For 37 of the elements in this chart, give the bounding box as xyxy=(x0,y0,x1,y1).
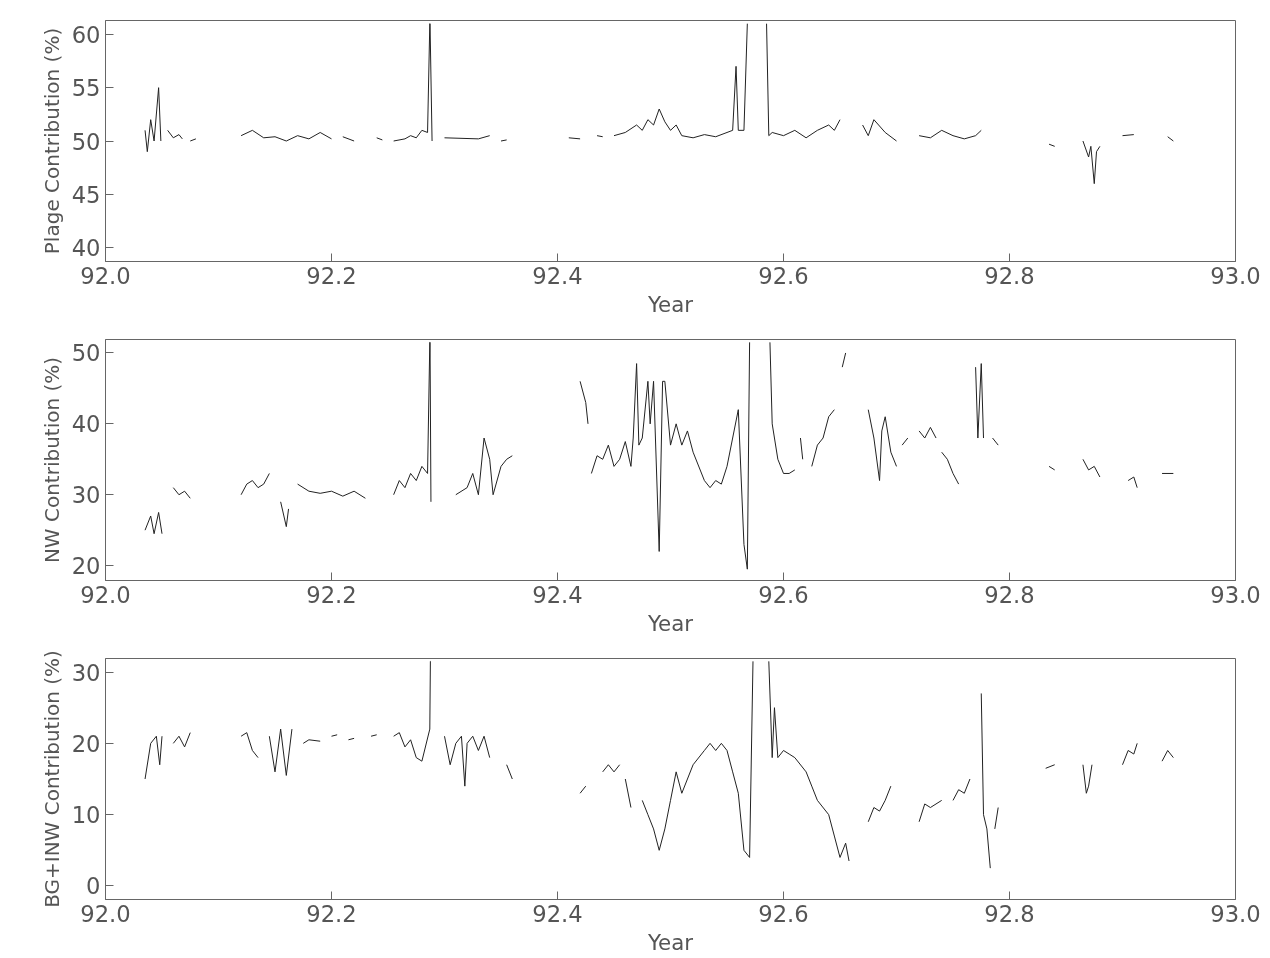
y-tick-label: 10 xyxy=(71,802,101,829)
x-tick-label: 92.6 xyxy=(758,900,809,927)
y-tick-label: 50 xyxy=(71,340,101,367)
y-tick-label: 45 xyxy=(71,181,101,208)
x-tick-label: 92.2 xyxy=(306,581,357,608)
x-tick-label: 92.8 xyxy=(984,581,1035,608)
y-tick-label: 40 xyxy=(71,235,101,262)
x-tick-label: 92.4 xyxy=(532,581,583,608)
x-tick-label: 92.0 xyxy=(80,262,131,289)
x-tick-label: 92.2 xyxy=(306,262,357,289)
x-axis-title: Year xyxy=(646,929,694,955)
y-tick-label: 30 xyxy=(71,659,101,686)
x-tick-label: 92.0 xyxy=(80,581,131,608)
x-tick-label: 93.0 xyxy=(1210,262,1261,289)
y-axis-title: BG+INW Contribution (%) xyxy=(39,650,64,908)
y-axis-title: NW Contribution (%) xyxy=(39,356,64,564)
x-tick-label: 92.4 xyxy=(532,900,583,927)
x-tick-label: 92.6 xyxy=(758,581,809,608)
y-tick-label: 50 xyxy=(71,128,101,155)
x-tick-label: 93.0 xyxy=(1210,900,1261,927)
y-tick-label: 30 xyxy=(71,482,101,509)
y-tick-label: 0 xyxy=(86,873,101,900)
x-tick-label: 92.8 xyxy=(984,900,1035,927)
x-tick-label: 92.6 xyxy=(758,262,809,289)
x-tick-label: 93.0 xyxy=(1210,581,1261,608)
y-tick-label: 40 xyxy=(71,411,101,438)
y-tick-label: 55 xyxy=(71,75,101,102)
y-axis-title: Plage Contribution (%) xyxy=(39,27,64,255)
x-axis-title: Year xyxy=(646,610,694,636)
y-tick-label: 60 xyxy=(71,21,101,48)
y-tick-label: 20 xyxy=(71,553,101,580)
x-tick-label: 92.2 xyxy=(306,900,357,927)
x-tick-label: 92.4 xyxy=(532,262,583,289)
x-tick-label: 92.0 xyxy=(80,900,131,927)
x-tick-label: 92.8 xyxy=(984,262,1035,289)
x-axis-title: Year xyxy=(646,291,694,317)
y-tick-label: 20 xyxy=(71,730,101,757)
